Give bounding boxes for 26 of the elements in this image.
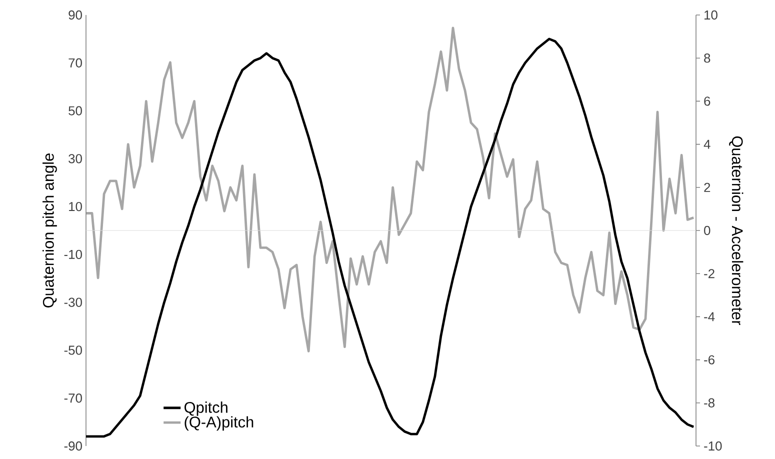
- y2-tick-label: -2: [704, 269, 714, 278]
- y2-tick-label: -8: [704, 398, 714, 408]
- y2-axis-title: Quaternion - Accelerometer: [729, 136, 744, 326]
- y-tick-label: 10: [69, 202, 82, 212]
- y2-tick-label: 8: [704, 54, 710, 63]
- y2-tick-label: 6: [704, 96, 710, 106]
- y2-tick-label: 10: [704, 10, 718, 20]
- y2-tick-label: -10: [704, 441, 722, 451]
- y-tick-label: 30: [68, 154, 82, 164]
- legend-label: Qpitch: [184, 402, 228, 416]
- y-tick-label: -30: [64, 298, 82, 307]
- y-axis-title: Quaternion pitch angle: [42, 154, 57, 308]
- y-tick-label: -90: [64, 441, 82, 451]
- y2-tick-label: 0: [704, 226, 710, 236]
- y-tick-label: -70: [64, 394, 82, 403]
- y-tick-label: -10: [64, 250, 82, 260]
- y2-tick-label: 2: [704, 182, 710, 192]
- y2-tick-label: -6: [704, 355, 714, 364]
- y-tick-label: -50: [64, 346, 82, 355]
- y2-tick-label: -4: [704, 312, 715, 322]
- line-series: [86, 26, 695, 352]
- y-tick-label: 90: [68, 10, 82, 20]
- y2-tick-label: 4: [704, 140, 710, 149]
- legend-label: (Q-A)pitch: [184, 416, 254, 431]
- y-tick-label: 50: [68, 106, 82, 116]
- y-tick-label: 70: [68, 58, 82, 68]
